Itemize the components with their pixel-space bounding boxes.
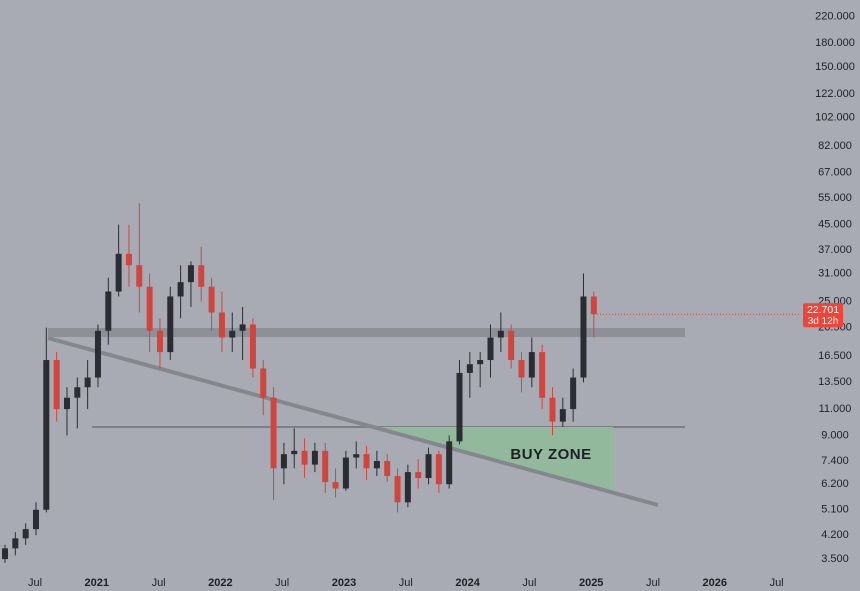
candle-body xyxy=(280,454,287,469)
x-tick-label: Jul xyxy=(152,577,166,589)
y-tick-label: 11.000 xyxy=(819,403,852,415)
y-tick-label: 55.000 xyxy=(818,192,852,204)
candle-body xyxy=(353,454,360,458)
candle-body xyxy=(301,450,308,465)
candle-body xyxy=(229,330,236,338)
candle-body xyxy=(239,324,246,331)
candle-body xyxy=(518,360,525,378)
x-tick-label: 2024 xyxy=(455,577,480,589)
candle-body xyxy=(125,253,132,266)
candle-body xyxy=(404,472,411,503)
candle-body xyxy=(528,352,535,378)
candle-body xyxy=(187,265,194,283)
candle-body xyxy=(466,364,473,373)
candle-body xyxy=(342,457,349,489)
candle-body xyxy=(84,377,91,388)
y-tick-label: 6.200 xyxy=(821,478,849,490)
x-tick-label: 2022 xyxy=(208,577,232,589)
y-tick-label: 122.000 xyxy=(815,88,855,100)
y-tick-label: 220.000 xyxy=(815,11,855,23)
candle-body xyxy=(508,330,515,361)
candle-body xyxy=(363,454,370,469)
candle-body xyxy=(32,509,39,530)
x-tick-label: Jul xyxy=(770,577,784,589)
candle-body xyxy=(260,368,267,398)
candle-body xyxy=(456,372,463,442)
y-tick-label: 45.000 xyxy=(818,219,852,231)
candle-body xyxy=(177,282,184,297)
y-tick-label: 31.000 xyxy=(818,267,852,279)
candle-body xyxy=(94,330,101,378)
y-tick-label: 13.500 xyxy=(818,376,852,388)
candle-body xyxy=(415,472,422,479)
candle-body xyxy=(22,529,29,539)
candle-body xyxy=(43,360,50,510)
y-tick-label: 180.000 xyxy=(815,37,855,49)
y-tick-label: 102.000 xyxy=(815,111,855,123)
candle-body xyxy=(105,291,112,331)
candle-body xyxy=(477,360,484,365)
candle-body xyxy=(136,265,143,287)
candle-body xyxy=(249,324,256,369)
y-tick-label: 37.000 xyxy=(818,244,852,256)
candle-body xyxy=(435,454,442,485)
trendline xyxy=(47,336,659,507)
candle-body xyxy=(218,312,225,338)
x-tick-label: 2025 xyxy=(579,577,603,589)
y-tick-label: 150.000 xyxy=(815,61,855,73)
x-tick-label: Jul xyxy=(646,577,660,589)
y-tick-label: 67.000 xyxy=(818,166,852,178)
candle-body xyxy=(570,377,577,410)
candle-body xyxy=(384,461,391,477)
candle-body xyxy=(497,330,504,338)
y-tick-label: 3.500 xyxy=(821,553,849,565)
last-price-label: 22.701 xyxy=(807,304,839,316)
last-price-tag xyxy=(803,303,843,328)
candle-body xyxy=(146,286,153,331)
candle-body xyxy=(208,286,215,313)
resistance-band xyxy=(48,328,685,337)
candle-body xyxy=(115,253,122,292)
x-tick-label: 2021 xyxy=(85,577,109,589)
x-tick-label: 2023 xyxy=(332,577,356,589)
candle-body xyxy=(487,337,494,361)
candle-body xyxy=(2,548,8,560)
candle-body xyxy=(559,409,566,422)
candle-body xyxy=(53,360,60,410)
candle-body xyxy=(373,461,380,469)
candle-body xyxy=(425,454,432,479)
x-tick-label: Jul xyxy=(28,577,42,589)
candle-body xyxy=(12,538,19,549)
candle-body xyxy=(322,450,329,483)
x-tick-label: Jul xyxy=(275,577,289,589)
y-tick-label: 16.500 xyxy=(818,350,852,362)
candle-body xyxy=(270,397,277,469)
candle-body xyxy=(63,397,70,410)
candle-body xyxy=(74,387,81,398)
candle-body xyxy=(580,296,587,378)
candle-body xyxy=(311,450,318,465)
countdown: 3d 12h xyxy=(808,316,839,327)
x-tick-label: Jul xyxy=(399,577,413,589)
x-tick-label: Jul xyxy=(522,577,536,589)
x-tick-label: 2026 xyxy=(703,577,727,589)
y-tick-label: 7.400 xyxy=(821,455,849,467)
y-tick-label: 5.100 xyxy=(821,504,849,516)
y-tick-label: 9.000 xyxy=(821,429,849,441)
candle-body xyxy=(198,265,205,287)
y-tick-label: 82.000 xyxy=(818,140,852,152)
candle-body xyxy=(167,296,174,353)
candle-body xyxy=(156,330,163,353)
candle-body xyxy=(549,397,556,422)
candle-body xyxy=(291,450,298,455)
candle-body xyxy=(539,352,546,398)
candle-body xyxy=(394,476,401,503)
candle-body xyxy=(332,482,339,489)
y-tick-label: 4.200 xyxy=(821,529,849,541)
candle-body xyxy=(446,441,453,485)
annotation: BUY ZONE xyxy=(510,446,591,463)
candle-body xyxy=(590,296,597,315)
